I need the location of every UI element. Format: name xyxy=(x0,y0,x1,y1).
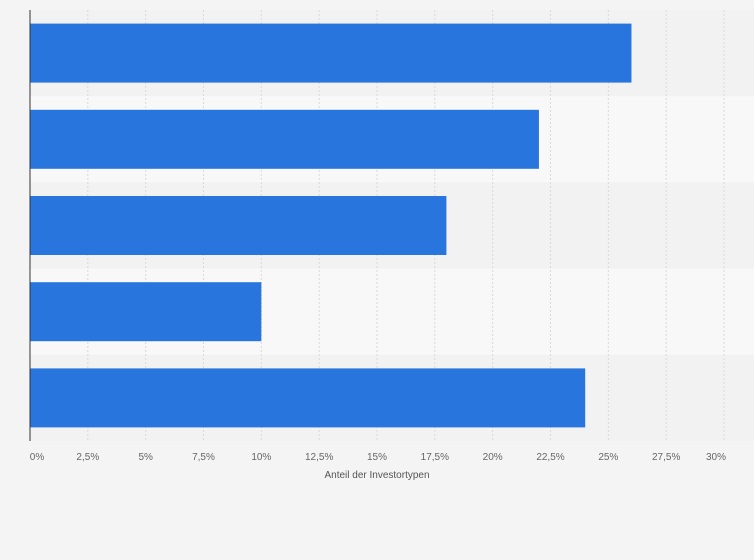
x-tick-label-9: 22,5% xyxy=(536,452,564,463)
x-tick-label-8: 20% xyxy=(483,452,503,463)
x-tick-label-4: 10% xyxy=(251,452,271,463)
bar-3 xyxy=(30,196,447,255)
x-tick-label-1: 2,5% xyxy=(76,452,99,463)
x-tick-label-5: 12,5% xyxy=(305,452,333,463)
x-tick-label-11: 27,5% xyxy=(652,452,680,463)
bar-4 xyxy=(30,282,262,342)
x-axis-title: Anteil der Investortypen xyxy=(324,470,429,481)
bar-1 xyxy=(30,23,632,83)
x-tick-label-3: 7,5% xyxy=(192,452,215,463)
bar-5 xyxy=(30,368,586,428)
x-tick-label-2: 5% xyxy=(138,452,153,463)
x-tick-label-12: 30% xyxy=(706,452,726,463)
bar-2 xyxy=(30,109,539,169)
x-tick-label-6: 15% xyxy=(367,452,387,463)
x-tick-labels: 0% 2,5% 5% 7,5% 10% 12,5% 15% 17,5% 20% 22,5% 25% 2… xyxy=(30,452,726,463)
bars xyxy=(30,23,632,428)
x-tick-label-0: 0% xyxy=(30,452,45,463)
x-tick-label-7: 17,5% xyxy=(421,452,449,463)
x-tick-label-10: 25% xyxy=(598,452,618,463)
